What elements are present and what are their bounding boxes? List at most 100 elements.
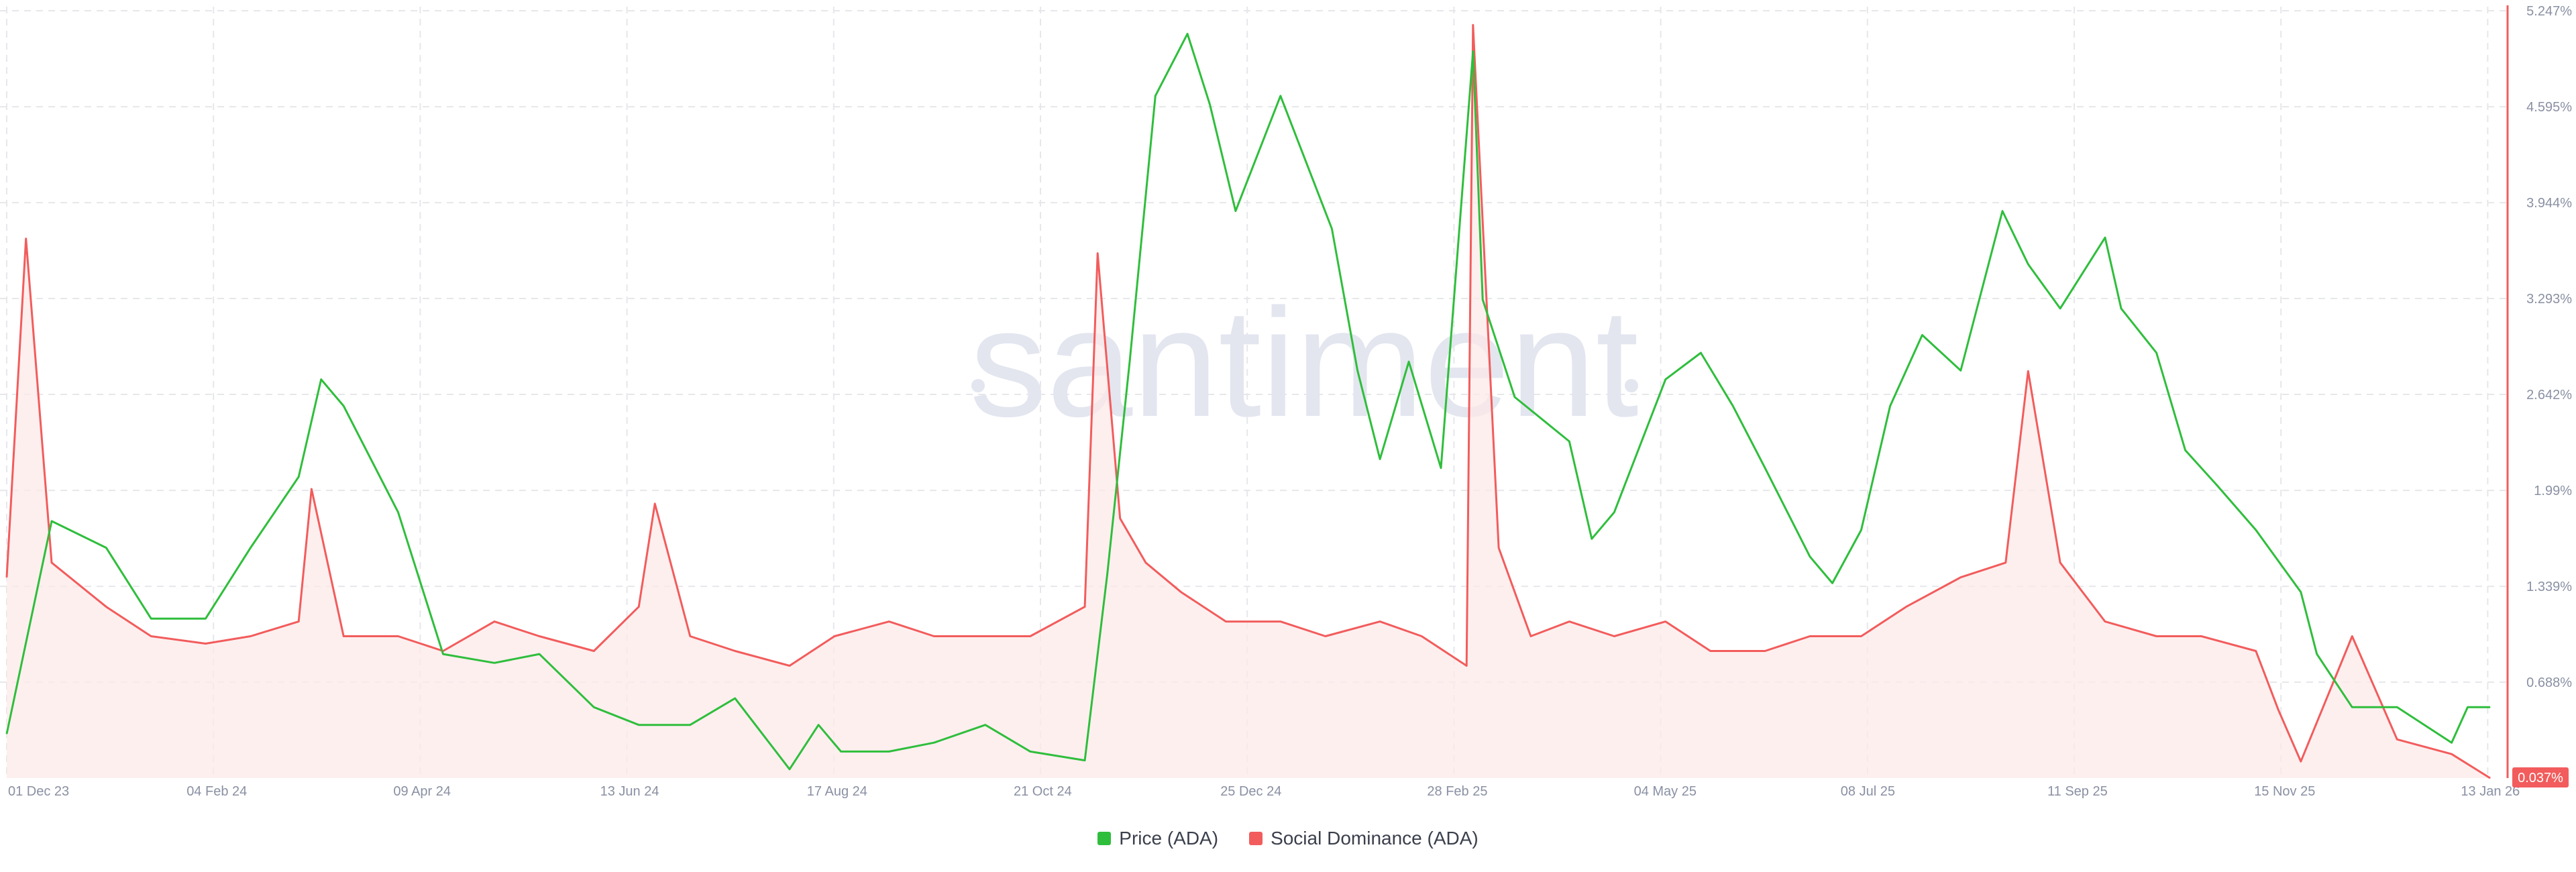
price-point [1960,370,1962,372]
social-dominance-point [2489,777,2491,779]
price-point [1357,370,1358,372]
price-point [2489,706,2491,708]
price-point [2396,706,2398,708]
social-dominance-point [789,665,790,667]
social-dominance-point [6,577,7,578]
social-dominance-point [1145,562,1146,563]
series-layer [5,23,2491,779]
x-tick-label: 13 Jun 24 [600,784,659,799]
y-tick-label: 3.944% [2526,196,2572,211]
price-point [1514,396,1515,398]
social-dominance-point [2005,562,2006,563]
x-tick-label: 04 May 25 [1634,784,1697,799]
price-point [1831,582,1833,584]
price-point [888,751,890,752]
social-dominance-point [150,635,152,637]
y-axis-ticks: 5.247% 4.595% 3.944% 3.293% 2.642% 1.99% 1.339… [2526,4,2572,690]
santiment-watermark: santiment [969,276,1638,449]
price-point [1665,379,1666,380]
social-dominance-point [1530,635,1532,637]
price-point [2351,706,2353,708]
social-dominance-point [1325,635,1326,637]
x-tick-label: 09 Apr 24 [393,784,451,799]
social-dominance-area [7,25,2490,778]
social-dominance-point [1421,635,1422,637]
legend-item-price[interactable]: Price (ADA) [1097,828,1218,849]
social-dominance-swatch [1249,832,1263,845]
social-dominance-point [2200,635,2202,637]
price-point [1809,556,1811,557]
x-tick-label: 17 Aug 24 [807,784,867,799]
x-axis-ticks: 01 Dec 23 04 Feb 24 09 Apr 24 13 Jun 24 17 A… [8,784,2520,799]
social-dominance-point [2451,753,2453,755]
x-tick-label: 11 Sep 25 [2047,784,2108,799]
watermark-left-dot [971,379,985,392]
price-point [205,618,207,619]
price-swatch [1097,832,1112,845]
social-dominance-point [2156,635,2157,637]
price-point [105,547,107,549]
price-point [2059,308,2061,309]
x-tick-label: 01 Dec 23 [8,784,69,799]
legend-label-price: Price (ADA) [1119,828,1219,849]
chart-svg: santiment 01 Dec 23 04 Feb 24 09 Apr 24 13 … [0,4,2572,799]
legend-label-social-dominance: Social Dominance (ADA) [1271,828,1479,849]
social-dominance-point [2351,635,2353,637]
y-tick-label: 3.293% [2526,292,2572,307]
current-value-badge-text: 0.037% [2518,771,2563,785]
social-dominance-point [2059,562,2061,563]
social-dominance-point [1860,635,1862,637]
y-tick-label: 1.339% [2526,580,2572,594]
social-dominance-point [2300,761,2302,762]
social-dominance-point [2396,739,2398,740]
social-dominance-point [25,238,27,239]
current-value-badge-bg [2512,767,2569,787]
y-tick-label: 1.99% [2534,484,2572,498]
price-point [1107,574,1108,575]
legend-item-social-dominance[interactable]: Social Dominance (ADA) [1249,828,1479,849]
y-tick-label: 2.642% [2526,388,2572,402]
x-tick-label: 15 Nov 25 [2254,784,2315,799]
y-tick-label: 5.247% [2526,4,2572,19]
social-dominance-point [1466,665,1467,667]
social-dominance-point [1568,621,1570,622]
price-point [250,547,252,549]
social-dominance-point [250,635,252,637]
social-dominance-point [1280,621,1281,622]
social-dominance-point [834,635,835,637]
x-tick-label: 04 Feb 24 [186,784,247,799]
price-point [2467,706,2469,708]
social-dominance-point [205,643,207,645]
price-point [2156,352,2157,353]
social-dominance-point [311,488,312,490]
x-tick-label: 25 Dec 24 [1220,784,1281,799]
x-tick-label: 13 Jan 26 [2461,784,2520,799]
x-tick-label: 21 Oct 24 [1014,784,1072,799]
social-dominance-point [1809,635,1811,637]
price-point [1280,95,1281,97]
price-point [2185,449,2186,451]
social-dominance-point [51,562,52,563]
price-point [1155,95,1156,97]
social-dominance-point [888,621,890,622]
social-dominance-point [1613,635,1615,637]
price-point [1860,529,1862,531]
social-dominance-point [1097,253,1098,254]
x-tick-label: 28 Feb 25 [1427,784,1487,799]
social-dominance-point [343,635,344,637]
social-dominance-point [2027,370,2029,372]
price-point [1472,51,1474,52]
price-point [150,618,152,619]
x-tick-label: 08 Jul 25 [1841,784,1895,799]
social-dominance-point [1379,621,1381,622]
social-dominance-point [2104,621,2106,622]
current-value-badge: 0.037% [2512,767,2569,787]
price-point [2316,653,2318,655]
social-dominance-point [1905,606,1907,608]
watermark-right-dot [1625,379,1638,392]
legend: Price (ADA) Social Dominance (ADA) [0,824,2576,853]
social-dominance-point [105,606,107,608]
y-tick-label: 4.595% [2526,100,2572,115]
social-dominance-point [1665,621,1666,622]
